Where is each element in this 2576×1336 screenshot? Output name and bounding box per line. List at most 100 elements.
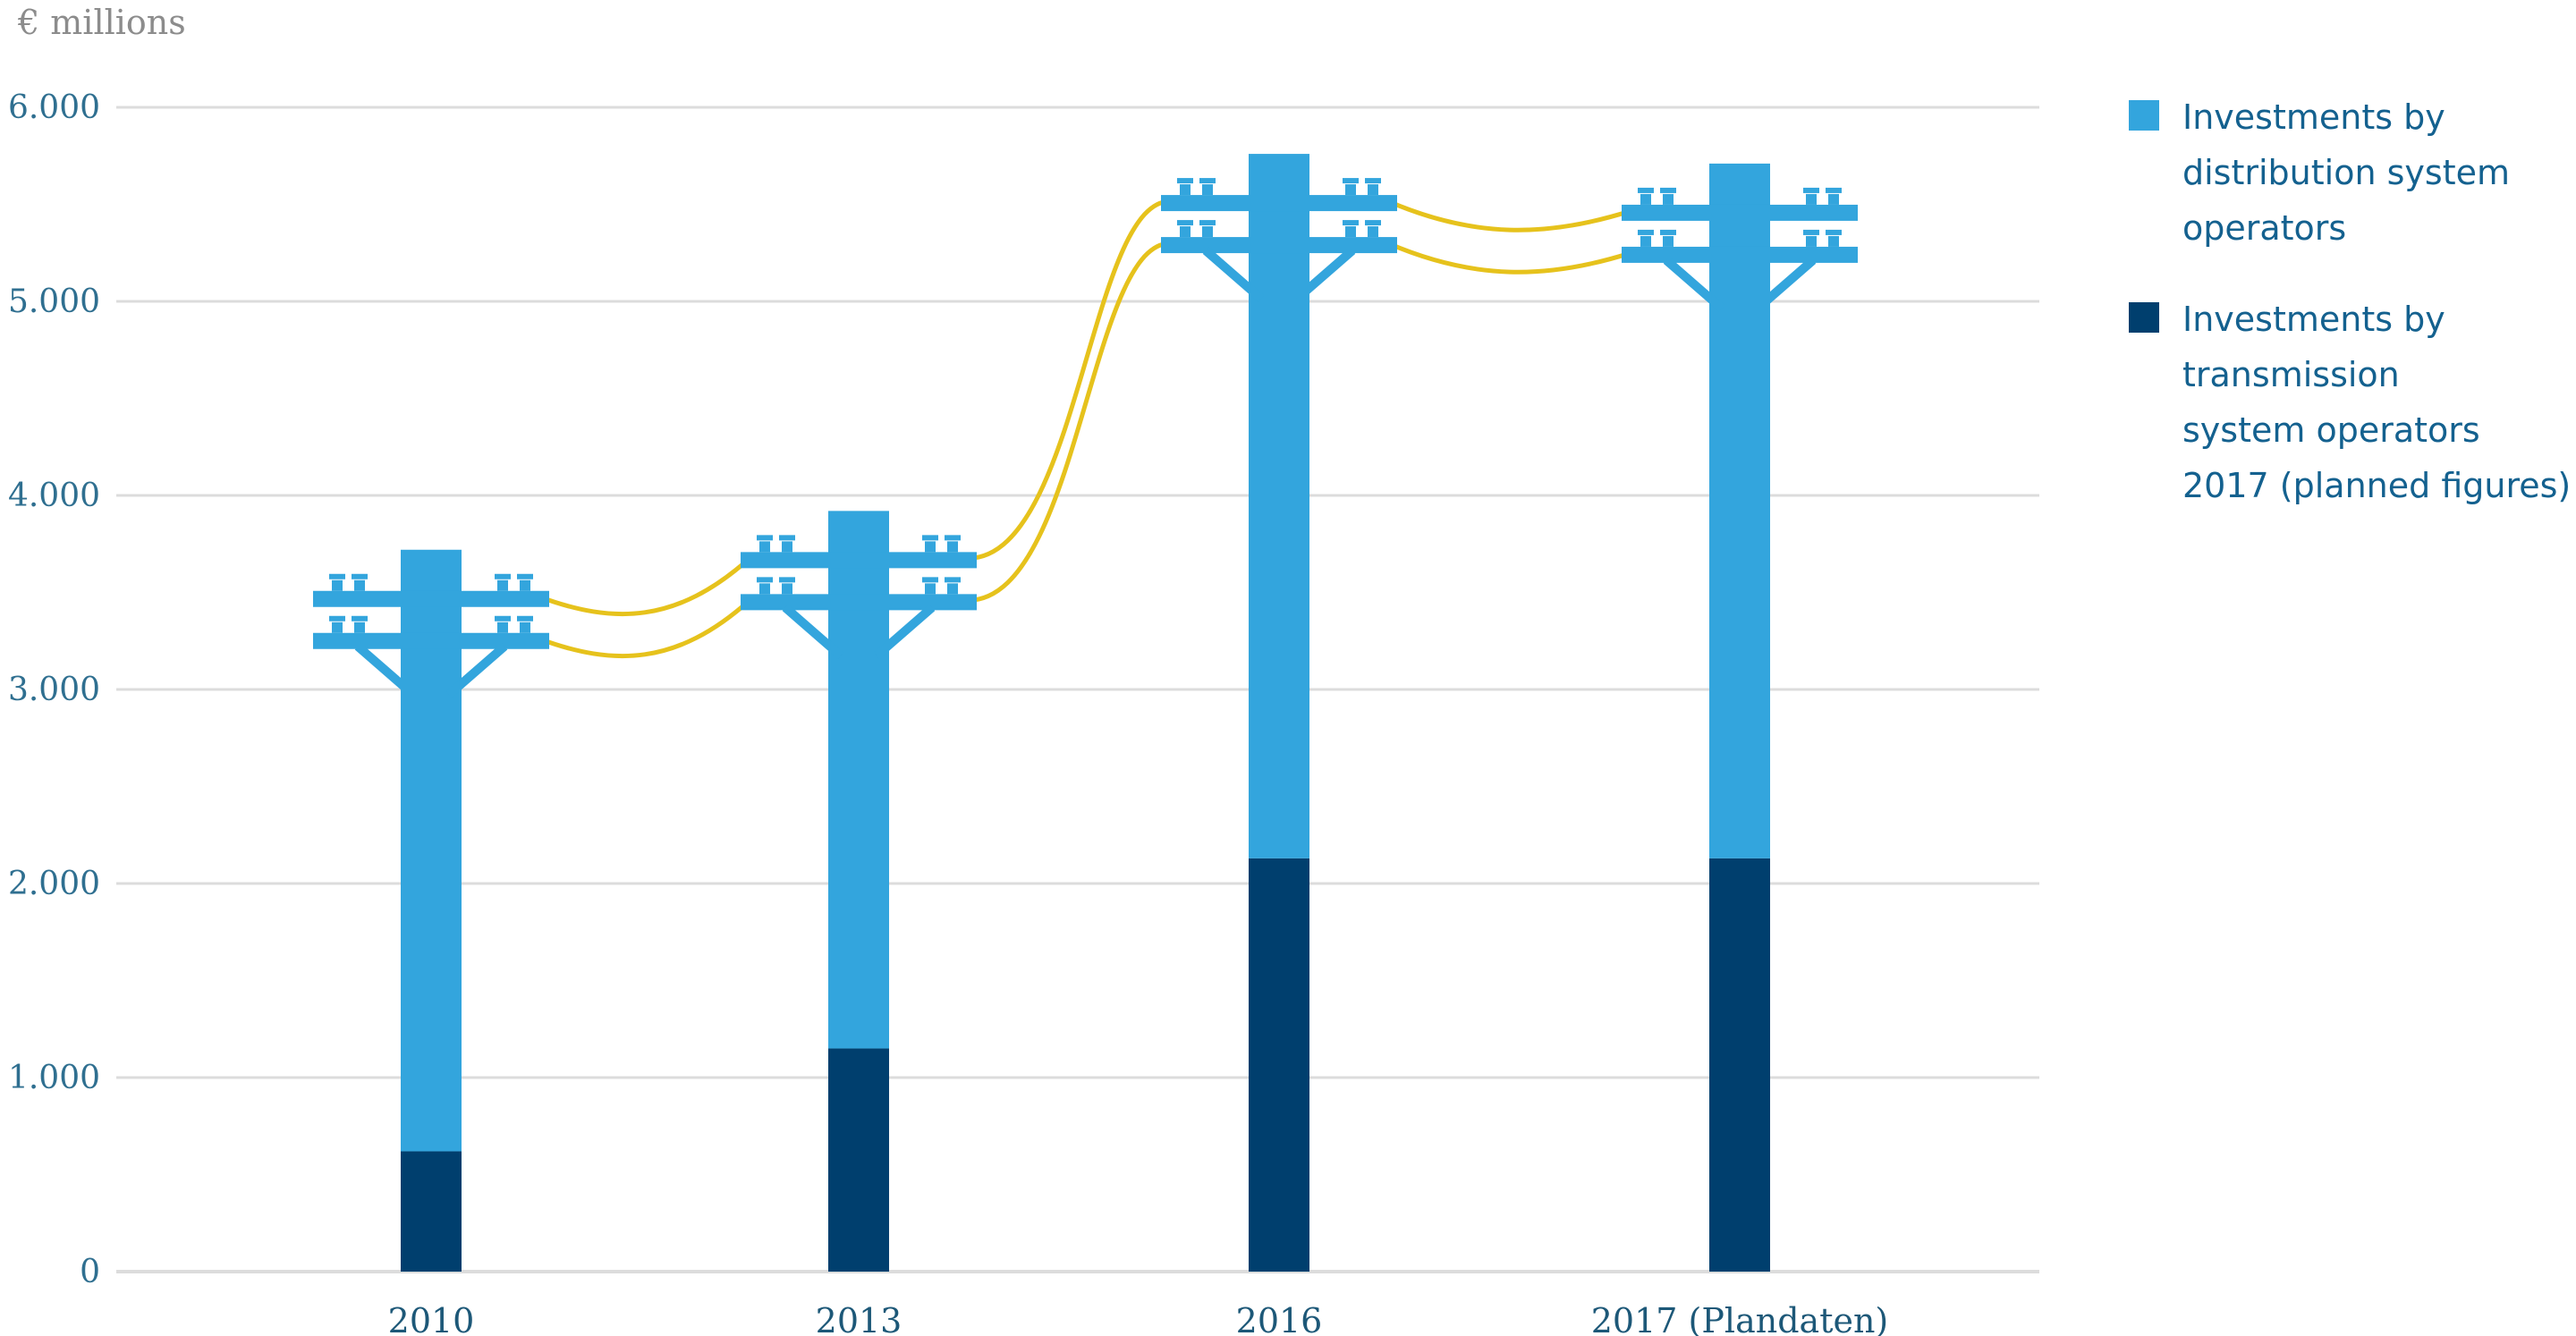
y-axis-unit-label: € millions bbox=[17, 3, 186, 42]
insulator-2-1-2 bbox=[1345, 226, 1356, 238]
insulator-cap-2-1-1 bbox=[1199, 220, 1216, 226]
insulator-cap-1-1-0 bbox=[757, 577, 773, 583]
bar-transmission-0 bbox=[401, 1151, 462, 1272]
insulator-1-1-2 bbox=[925, 583, 936, 595]
insulator-cap-2-0-1 bbox=[1199, 178, 1216, 184]
brace-right-3 bbox=[1754, 257, 1817, 312]
bar-distribution-3 bbox=[1709, 163, 1770, 858]
crossarm-bar-1-0 bbox=[741, 552, 977, 569]
insulator-2-1-3 bbox=[1368, 226, 1378, 238]
wire-upper-1 bbox=[967, 199, 1171, 561]
insulator-3-0-0 bbox=[1640, 193, 1651, 205]
y-tick-label-0: 0 bbox=[80, 1254, 100, 1290]
insulator-3-1-0 bbox=[1640, 235, 1651, 247]
bar-distribution-0 bbox=[401, 549, 462, 1152]
insulator-cap-1-0-2 bbox=[922, 535, 938, 541]
insulator-cap-0-1-3 bbox=[517, 615, 533, 621]
insulator-cap-0-1-2 bbox=[495, 615, 511, 621]
wire-lower-2 bbox=[1387, 241, 1631, 275]
legend-label-transmission: Investments by transmission system opera… bbox=[2182, 300, 2572, 505]
bar-transmission-3 bbox=[1709, 858, 1770, 1272]
y-tick-label-4: 4.000 bbox=[8, 478, 100, 514]
insulator-cap-3-0-2 bbox=[1803, 187, 1819, 193]
brace-left-1 bbox=[782, 604, 844, 660]
insulator-cap-2-1-2 bbox=[1343, 220, 1359, 226]
pole-crossarm-2 bbox=[1161, 178, 1397, 302]
crossarms bbox=[313, 178, 1858, 698]
insulator-cap-2-1-3 bbox=[1365, 220, 1381, 226]
brace-left-2 bbox=[1202, 247, 1265, 302]
insulator-3-1-2 bbox=[1806, 235, 1817, 247]
brace-right-2 bbox=[1293, 247, 1356, 302]
insulator-cap-0-0-3 bbox=[517, 573, 533, 579]
insulator-2-1-1 bbox=[1202, 226, 1213, 238]
insulator-1-1-3 bbox=[947, 583, 958, 595]
insulator-cap-3-0-1 bbox=[1660, 187, 1676, 193]
insulator-cap-2-1-0 bbox=[1177, 220, 1193, 226]
bar-transmission-2 bbox=[1249, 858, 1309, 1272]
x-tick-label-0: 2010 bbox=[388, 1301, 475, 1336]
pole-crossarm-3 bbox=[1622, 187, 1858, 312]
brace-right-1 bbox=[873, 604, 936, 660]
insulator-0-0-0 bbox=[332, 579, 343, 591]
crossarm-bar-1-1 bbox=[741, 594, 977, 611]
crossarm-bar-3-1 bbox=[1622, 246, 1858, 263]
pole-crossarm-0 bbox=[313, 573, 549, 698]
wire-upper-2 bbox=[1387, 199, 1631, 233]
insulator-3-0-1 bbox=[1663, 193, 1674, 205]
insulator-3-1-1 bbox=[1663, 235, 1674, 247]
insulator-2-1-0 bbox=[1180, 226, 1191, 238]
brace-left-0 bbox=[354, 642, 417, 698]
crossarm-bar-0-0 bbox=[313, 590, 549, 607]
insulator-2-0-2 bbox=[1345, 184, 1356, 196]
insulator-cap-3-1-3 bbox=[1826, 229, 1842, 235]
legend-label-distribution: Investments by distribution system opera… bbox=[2182, 97, 2511, 248]
x-tick-label-2: 2016 bbox=[1236, 1301, 1323, 1336]
insulator-2-0-1 bbox=[1202, 184, 1213, 196]
insulator-0-1-0 bbox=[332, 621, 343, 633]
insulator-1-0-1 bbox=[782, 541, 792, 553]
insulator-0-1-3 bbox=[520, 621, 530, 633]
insulator-0-1-2 bbox=[497, 621, 508, 633]
insulator-cap-1-0-3 bbox=[945, 535, 961, 541]
crossarm-bar-2-1 bbox=[1161, 237, 1397, 254]
insulator-cap-3-1-1 bbox=[1660, 229, 1676, 235]
crossarm-bar-0-1 bbox=[313, 632, 549, 649]
insulator-cap-3-0-3 bbox=[1826, 187, 1842, 193]
legend-swatch-transmission bbox=[2129, 302, 2159, 333]
bar-distribution-1 bbox=[828, 511, 889, 1049]
crossarm-bar-3-0 bbox=[1622, 204, 1858, 221]
bars bbox=[401, 154, 1770, 1272]
insulator-cap-0-0-2 bbox=[495, 573, 511, 579]
insulator-3-0-3 bbox=[1828, 193, 1839, 205]
legend-item-transmission: Investments by transmission system opera… bbox=[2129, 292, 2576, 513]
insulator-cap-3-1-0 bbox=[1638, 229, 1654, 235]
x-tick-label-1: 2013 bbox=[816, 1301, 902, 1336]
insulator-cap-2-0-3 bbox=[1365, 178, 1381, 184]
x-tick-labels: 2010 2013 2016 2017 (Plandaten) bbox=[388, 1301, 1889, 1336]
insulator-2-0-3 bbox=[1368, 184, 1378, 196]
insulator-cap-0-1-0 bbox=[329, 615, 345, 621]
legend-item-distribution: Investments by distribution system opera… bbox=[2129, 89, 2576, 256]
insulator-cap-3-0-0 bbox=[1638, 187, 1654, 193]
power-lines bbox=[539, 199, 1631, 659]
insulator-cap-0-1-1 bbox=[352, 615, 368, 621]
bar-distribution-2 bbox=[1249, 154, 1309, 858]
wire-lower-1 bbox=[967, 241, 1171, 603]
y-tick-label-2: 2.000 bbox=[8, 866, 100, 902]
y-tick-labels: 0 1.000 2.000 3.000 4.000 5.000 6.000 bbox=[8, 89, 100, 1290]
insulator-cap-2-0-2 bbox=[1343, 178, 1359, 184]
bar-transmission-1 bbox=[828, 1048, 889, 1272]
x-tick-label-3: 2017 (Plandaten) bbox=[1591, 1301, 1889, 1336]
insulator-1-1-1 bbox=[782, 583, 792, 595]
insulator-cap-3-1-2 bbox=[1803, 229, 1819, 235]
insulator-0-1-1 bbox=[354, 621, 365, 633]
insulator-cap-1-0-0 bbox=[757, 535, 773, 541]
insulator-1-0-0 bbox=[759, 541, 770, 553]
brace-left-3 bbox=[1663, 257, 1725, 312]
insulator-1-0-3 bbox=[947, 541, 958, 553]
insulator-cap-1-1-2 bbox=[922, 577, 938, 583]
y-tick-label-6: 6.000 bbox=[8, 89, 100, 126]
pole-crossarm-1 bbox=[741, 535, 977, 660]
wire-upper-0 bbox=[539, 556, 751, 617]
